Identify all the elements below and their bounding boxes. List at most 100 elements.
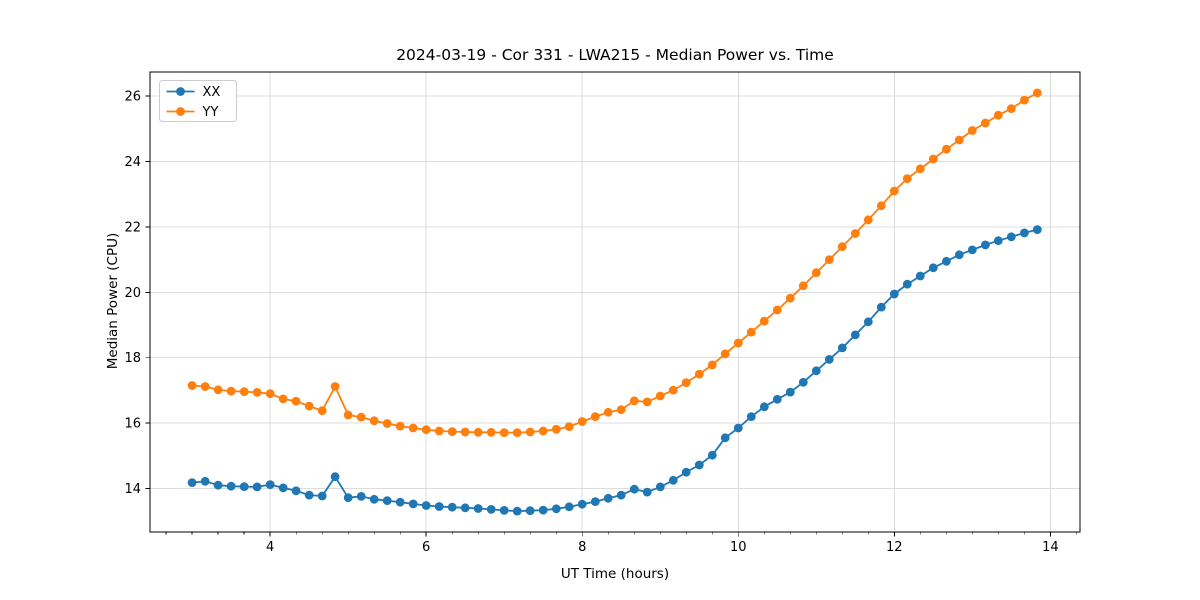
data-point-YY bbox=[981, 118, 990, 128]
data-point-XX bbox=[694, 460, 704, 470]
data-point-YY bbox=[252, 388, 262, 397]
data-point-XX bbox=[512, 506, 522, 516]
data-point-XX bbox=[252, 482, 262, 492]
y-axis-label: Median Power (CPU) bbox=[105, 232, 121, 370]
data-point-YY bbox=[616, 405, 626, 415]
x-tick-label: 10 bbox=[730, 540, 747, 555]
data-point-XX bbox=[239, 482, 249, 491]
data-point-YY bbox=[1020, 95, 1029, 105]
data-point-XX bbox=[889, 289, 899, 299]
y-tick-label: 18 bbox=[124, 351, 141, 366]
data-point-YY bbox=[889, 186, 899, 196]
data-point-XX bbox=[1032, 225, 1042, 235]
series-YY bbox=[187, 88, 1042, 437]
legend-entry-XX: XX bbox=[166, 85, 221, 100]
x-axis-label: UT Time (hours) bbox=[560, 566, 670, 582]
data-point-XX bbox=[876, 302, 886, 312]
data-point-YY bbox=[577, 417, 587, 426]
data-point-YY bbox=[811, 268, 821, 278]
data-point-XX bbox=[642, 487, 652, 497]
data-point-XX bbox=[707, 450, 717, 460]
data-point-YY bbox=[421, 425, 431, 435]
data-point-YY bbox=[1032, 88, 1042, 98]
data-point-YY bbox=[668, 385, 678, 395]
data-point-XX bbox=[837, 343, 847, 353]
data-point-YY bbox=[928, 154, 938, 164]
data-point-YY bbox=[798, 281, 808, 291]
data-point-YY bbox=[707, 360, 717, 370]
data-point-YY bbox=[330, 382, 340, 391]
x-tick-label: 4 bbox=[266, 540, 274, 555]
x-minor-ticks bbox=[165, 532, 1077, 535]
data-point-XX bbox=[824, 355, 834, 364]
data-point-YY bbox=[239, 387, 249, 397]
data-point-XX bbox=[967, 245, 977, 255]
data-point-XX bbox=[447, 502, 457, 512]
data-point-XX bbox=[993, 236, 1003, 246]
x-tick-label: 12 bbox=[886, 540, 903, 555]
data-point-XX bbox=[954, 250, 964, 260]
data-point-XX bbox=[187, 478, 197, 487]
data-point-YY bbox=[525, 427, 535, 437]
legend-label: XX bbox=[203, 85, 221, 100]
legend: XX YY bbox=[159, 80, 237, 122]
major-ticks bbox=[145, 95, 1051, 537]
data-point-XX bbox=[850, 330, 860, 340]
data-point-YY bbox=[382, 419, 392, 428]
data-point-XX bbox=[759, 402, 769, 412]
data-point-YY bbox=[447, 427, 457, 436]
data-point-YY bbox=[200, 382, 210, 391]
data-point-XX bbox=[1006, 232, 1016, 242]
data-point-XX bbox=[551, 504, 561, 514]
data-point-YY bbox=[837, 242, 847, 252]
gridlines bbox=[150, 72, 1080, 532]
data-point-XX bbox=[434, 502, 444, 511]
y-tick-label: 26 bbox=[124, 90, 141, 105]
y-tick-label: 22 bbox=[124, 220, 141, 235]
data-point-YY bbox=[512, 428, 522, 437]
data-point-XX bbox=[395, 497, 405, 507]
data-point-YY bbox=[434, 426, 444, 436]
data-point-XX bbox=[200, 476, 210, 486]
data-point-XX bbox=[681, 467, 691, 477]
data-point-YY bbox=[603, 407, 613, 417]
data-point-XX bbox=[538, 505, 548, 515]
x-tick-label: 6 bbox=[422, 540, 430, 555]
y-tick-label: 20 bbox=[124, 286, 141, 301]
data-point-XX bbox=[382, 496, 392, 505]
data-point-YY bbox=[942, 144, 951, 154]
data-point-XX bbox=[278, 483, 288, 493]
data-point-XX bbox=[942, 256, 951, 266]
legend-label: YY bbox=[202, 105, 219, 120]
data-point-YY bbox=[187, 381, 197, 390]
data-point-YY bbox=[486, 427, 496, 437]
data-point-XX bbox=[577, 499, 587, 509]
series-XX bbox=[187, 225, 1042, 516]
data-point-XX bbox=[408, 499, 418, 509]
data-point-XX bbox=[655, 482, 665, 492]
data-point-YY bbox=[993, 110, 1003, 120]
data-point-YY bbox=[265, 389, 275, 399]
data-point-XX bbox=[785, 387, 795, 397]
data-point-YY bbox=[564, 422, 574, 432]
data-point-XX bbox=[330, 472, 340, 482]
tick-labels: 4 6 8 10 12 14 14 16 18 20 22 24 26 bbox=[124, 90, 1058, 555]
data-point-YY bbox=[785, 293, 795, 303]
data-point-XX bbox=[499, 506, 509, 515]
data-point-YY bbox=[629, 396, 639, 406]
data-point-XX bbox=[1020, 228, 1029, 238]
data-point-XX bbox=[616, 490, 626, 500]
data-point-XX bbox=[460, 503, 470, 513]
x-tick-label: 8 bbox=[578, 540, 586, 555]
data-point-XX bbox=[603, 493, 613, 503]
data-point-XX bbox=[356, 492, 366, 501]
data-point-YY bbox=[408, 423, 418, 433]
data-point-YY bbox=[226, 386, 236, 396]
data-point-XX bbox=[304, 490, 314, 500]
data-point-YY bbox=[746, 327, 756, 337]
data-point-XX bbox=[746, 412, 756, 421]
data-point-XX bbox=[291, 486, 301, 496]
data-point-XX bbox=[811, 366, 821, 376]
